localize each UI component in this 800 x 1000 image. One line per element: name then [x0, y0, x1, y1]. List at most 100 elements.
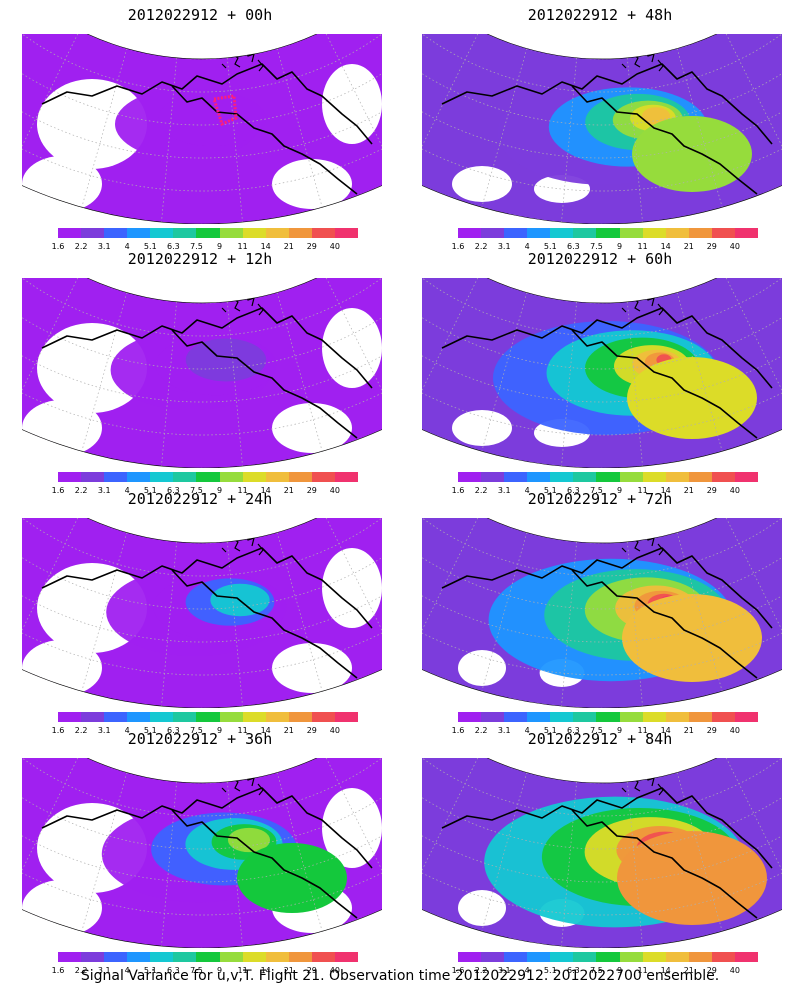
colorbar-tick-label: 7.5 — [190, 486, 203, 495]
colorbar-tick-label: 5.1 — [543, 486, 557, 495]
latitude-line — [22, 540, 382, 610]
colorbar-segment — [734, 952, 759, 962]
panel-title: 2012022912 + 24h — [127, 490, 273, 508]
colorbar-segment — [58, 712, 82, 722]
colorbar-tick-label: 4 — [524, 966, 530, 975]
colorbar-tick-label: 1.6 — [451, 726, 465, 735]
colorbar-tick-label: 3.1 — [497, 242, 511, 251]
colorbar-tick-label: 7.5 — [590, 486, 603, 495]
colorbar-tick-label: 14 — [660, 726, 671, 735]
colorbar-tick-label: 2.2 — [474, 242, 488, 251]
low-variance-area — [322, 548, 382, 628]
colorbar-segment — [619, 712, 643, 722]
colorbar-segment — [642, 472, 666, 482]
colorbar-tick-label: 3.1 — [97, 242, 111, 251]
colorbar-segment — [619, 228, 643, 238]
variance-map — [22, 34, 382, 224]
colorbar-segment — [311, 952, 335, 962]
coastline — [441, 63, 773, 195]
longitude-line — [226, 301, 243, 467]
forecast-panel: 2012022912 + 00h 1.6 2.2 3.1 4 5.1 6.3 7.5 9 11 14… — [10, 6, 390, 251]
colorbar-tick-label: 3.1 — [497, 726, 511, 735]
colorbar-tick-label: 6.3 — [167, 242, 180, 251]
colorbar-tick-label: 21 — [283, 966, 294, 975]
colorbar-segment — [127, 952, 151, 962]
colorbar-segment — [196, 712, 220, 722]
colorbar-tick-label: 40 — [329, 726, 340, 735]
arctic-islands — [221, 771, 264, 796]
colorbar-tick-label: 29 — [306, 966, 317, 975]
colorbar-segment — [527, 952, 551, 962]
colorbar-tick-label: 1.6 — [51, 486, 65, 495]
latitude-line — [422, 780, 782, 850]
colorbar-segment — [219, 472, 243, 482]
colorbar-segment — [711, 952, 735, 962]
colorbar-tick-label: 14 — [660, 486, 671, 495]
colorbar-tick-label: 3.1 — [97, 726, 111, 735]
longitude-line — [626, 541, 643, 707]
colorbar-segment — [642, 712, 666, 722]
colorbar-segment — [265, 952, 289, 962]
colorbar-segment — [458, 712, 482, 722]
longitude-line — [626, 781, 643, 947]
colorbar-segment — [665, 472, 689, 482]
low-variance-area — [322, 788, 382, 868]
colorbar-tick-label: 14 — [260, 966, 271, 975]
colorbar-tick-label: 40 — [729, 966, 740, 975]
colorbar-tick-label: 5.1 — [143, 966, 157, 975]
low-variance-area — [37, 79, 147, 169]
coastline — [41, 63, 373, 195]
colorbar-ticks: 1.6 2.2 3.1 4 5.1 6.3 7.5 9 11 14 21 29 40 — [52, 242, 358, 252]
colorbar-segment — [334, 472, 359, 482]
colorbar-tick-label: 40 — [329, 486, 340, 495]
colorbar-segment — [504, 952, 528, 962]
colorbar-tick-label: 21 — [683, 726, 694, 735]
colorbar-segment — [150, 472, 174, 482]
colorbar-segment — [596, 472, 620, 482]
colorbar-segment — [688, 712, 712, 722]
colorbar-segment — [527, 712, 551, 722]
colorbar-segment — [288, 228, 312, 238]
colorbar-segment — [504, 472, 528, 482]
colorbar-tick-label: 21 — [283, 486, 294, 495]
colorbar-tick-label: 29 — [706, 966, 717, 975]
colorbar-tick-label: 4 — [524, 242, 530, 251]
coastline — [441, 547, 773, 679]
panel-title: 2012022912 + 84h — [527, 730, 673, 748]
colorbar-segment — [688, 472, 712, 482]
low-variance-area — [458, 890, 506, 926]
colorbar-segment — [458, 952, 482, 962]
colorbar-segment — [481, 228, 505, 238]
colorbar-segment — [711, 228, 735, 238]
colorbar-segment — [150, 712, 174, 722]
longitude-line — [561, 57, 578, 223]
panel-title: 2012022912 + 00h — [127, 6, 273, 24]
latitude-line — [422, 540, 782, 610]
colorbar-segment — [504, 712, 528, 722]
longitude-line — [626, 301, 643, 467]
colorbar-segment — [573, 952, 597, 962]
colorbar-tick-label: 14 — [660, 966, 671, 975]
colorbar-segment — [81, 472, 105, 482]
variance-contour — [617, 831, 767, 925]
colorbar-tick-label: 21 — [683, 966, 694, 975]
colorbar-segment — [288, 952, 312, 962]
forecast-panel: 2012022912 + 60h 1.6 2.2 3.1 4 5.1 6.3 7.5 9 11 14… — [410, 250, 790, 495]
colorbar-tick-label: 11 — [237, 486, 248, 495]
variance-map — [422, 34, 782, 224]
low-variance-area — [458, 650, 506, 686]
variance-map — [422, 758, 782, 948]
colorbar-tick-label: 21 — [683, 242, 694, 251]
colorbar-tick-label: 4 — [124, 726, 130, 735]
colorbar-tick-label: 1.6 — [51, 242, 65, 251]
colorbar-segment — [734, 472, 759, 482]
low-variance-area — [322, 308, 382, 388]
colorbar-segment — [196, 952, 220, 962]
longitude-line — [561, 541, 578, 707]
colorbar — [458, 952, 759, 962]
colorbar-tick-label: 7.5 — [190, 726, 203, 735]
panel-title: 2012022912 + 60h — [527, 250, 673, 268]
variance-map — [422, 518, 782, 708]
colorbar-tick-label: 4 — [124, 966, 130, 975]
colorbar-segment — [550, 712, 574, 722]
